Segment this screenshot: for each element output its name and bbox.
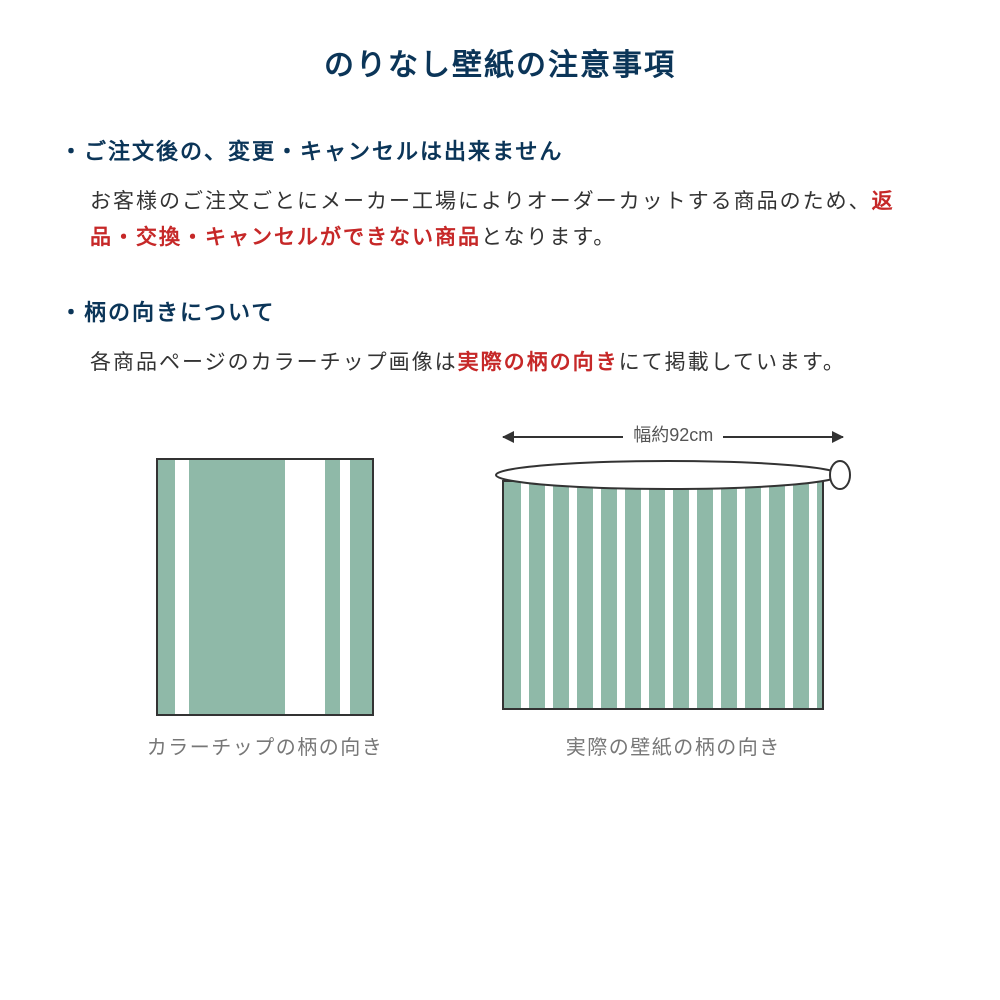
section2-para-pre: 各商品ページのカラーチップ画像は [90,351,458,374]
section-orientation: ・柄の向きについて 各商品ページのカラーチップ画像は実際の柄の向きにて掲載してい… [60,295,940,381]
roll-caption: 実際の壁紙の柄の向き [566,731,781,760]
section2-para-post: にて掲載しています。 [619,351,846,374]
chip-caption: カラーチップの柄の向き [147,731,384,760]
section1-para-post: となります。 [481,226,616,249]
width-label: 幅約92cm [623,421,723,447]
page-title: のりなし壁紙の注意事項 [60,40,940,84]
arrow-right [723,436,843,438]
diagram-chip: カラーチップの柄の向き [147,457,384,760]
section2-heading: ・柄の向きについて [60,295,940,327]
section2-para-highlight: 実際の柄の向き [458,351,619,374]
diagram-row: カラーチップの柄の向き 幅約92cm [60,421,940,760]
section-cancel: ・ご注文後の、変更・キャンセルは出来ません お客様のご注文ごとにメーカー工場によ… [60,134,940,255]
section1-para-pre: お客様のご注文ごとにメーカー工場によりオーダーカットする商品のため、 [90,190,872,213]
section2-para: 各商品ページのカラーチップ画像は実際の柄の向きにて掲載しています。 [60,345,940,381]
diagram-roll: 幅約92cm [493,421,853,760]
width-arrow: 幅約92cm [503,421,843,453]
chip-svg [155,457,375,717]
section1-para: お客様のご注文ごとにメーカー工場によりオーダーカットする商品のため、返品・交換・… [60,184,940,255]
roll-svg [493,457,853,717]
section1-heading: ・ご注文後の、変更・キャンセルは出来ません [60,134,940,166]
arrow-left [503,436,623,438]
